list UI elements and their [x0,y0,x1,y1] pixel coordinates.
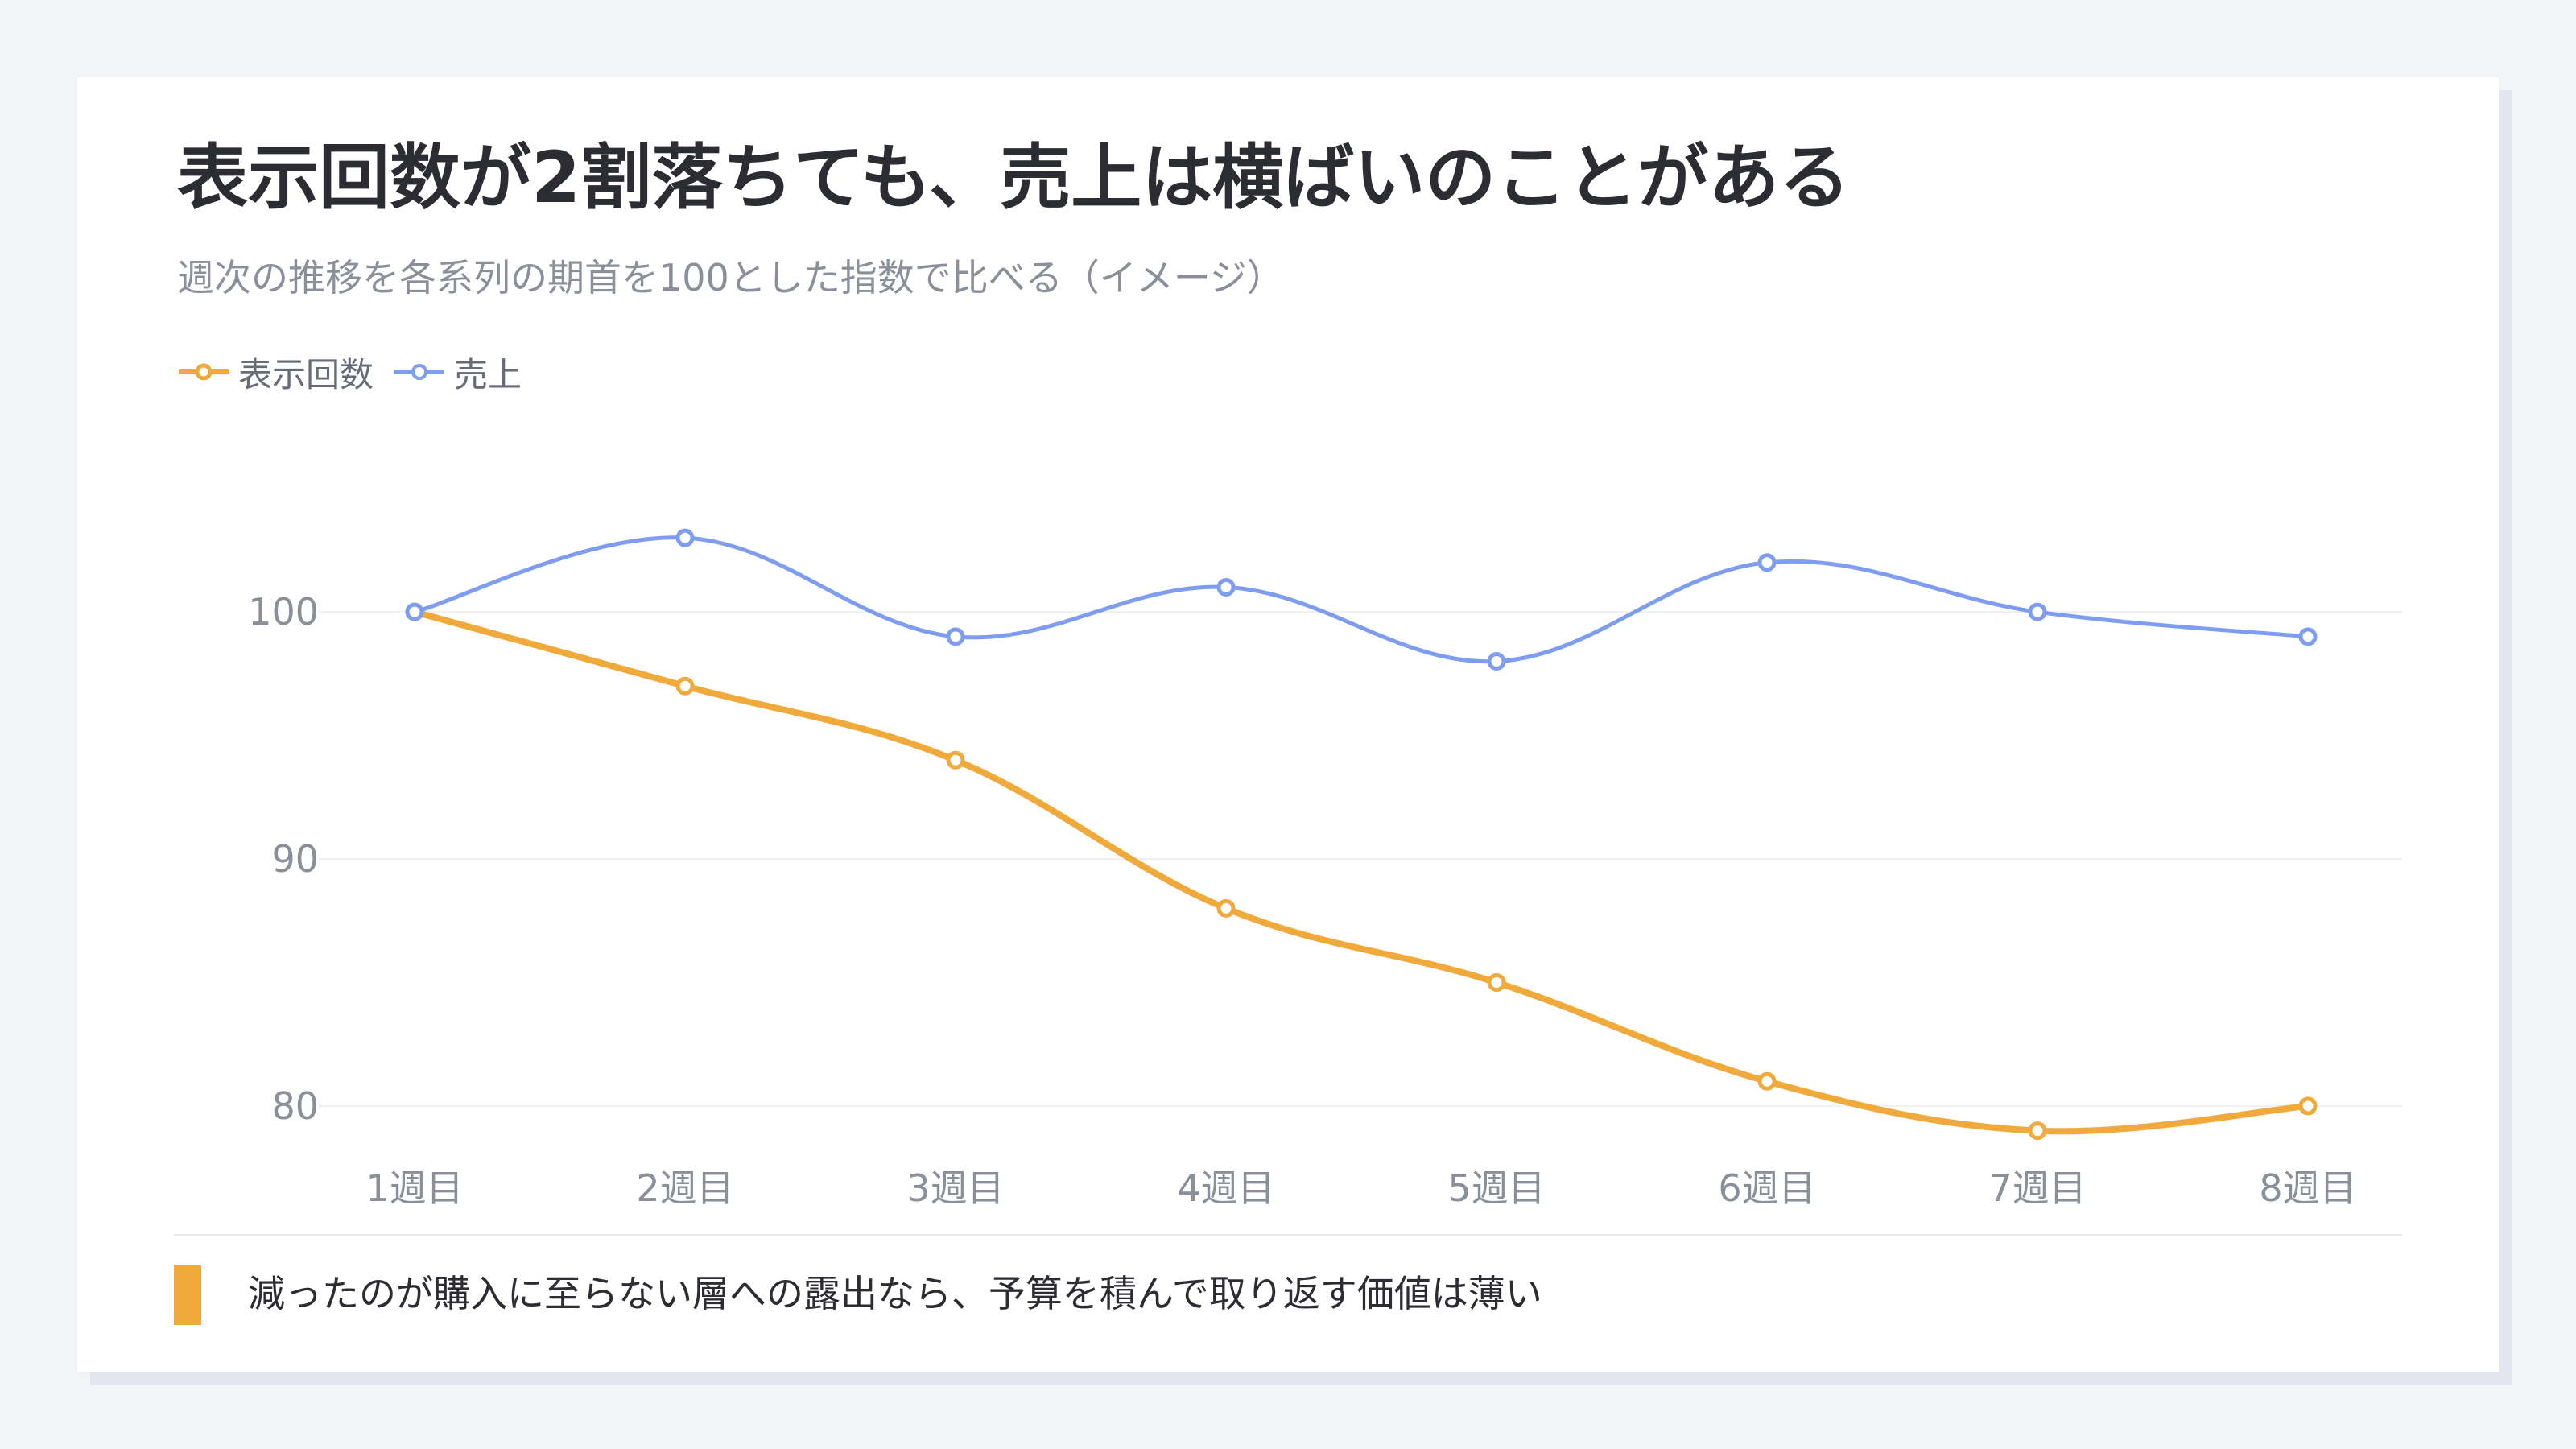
data-point-impressions-4 [1216,898,1236,918]
chart-subtitle: 週次の推移を各系列の期首を100とした指数で比べる（イメージ） [177,256,1284,299]
x-tick-label-1: 1週目 [365,1166,463,1210]
chart-title: 表示回数が2割落ちても、売上は横ばいのことがある [177,136,1851,219]
legend-label-sales: 売上 [454,354,522,394]
data-point-impressions-6 [1757,1071,1777,1091]
data-point-sales-7 [2028,602,2047,621]
data-point-sales-1 [405,602,424,621]
data-point-impressions-8 [2298,1096,2318,1116]
legend-item-impressions[interactable]: 表示回数 [177,348,374,397]
series-line-sales [412,535,2310,664]
data-point-impressions-7 [2028,1121,2047,1141]
data-point-impressions-2 [675,676,695,696]
legend-item-sales[interactable]: 売上 [393,348,522,397]
data-point-sales-2 [675,528,695,547]
data-point-sales-3 [946,627,965,646]
footer-divider [174,1234,2402,1236]
legend-line-icon-sales [394,364,445,380]
x-tick-label-8: 8週目 [2259,1166,2356,1210]
data-point-sales-5 [1487,652,1506,671]
data-point-sales-4 [1216,577,1236,597]
x-tick-label-5: 5週目 [1447,1166,1545,1210]
x-tick-label-2: 2週目 [636,1166,733,1210]
x-tick-label-4: 4週目 [1177,1166,1274,1210]
data-point-impressions-5 [1487,972,1506,992]
data-point-sales-8 [2298,627,2318,646]
chart-legend: 表示回数 売上 [177,348,541,396]
line-chart: 80 90 100 1週目 2週目 3週目 4週目 5週目 6週目 7週目 8週目 [248,528,2402,1210]
chart-card: 表示回数が2割落ちても、売上は横ばいのことがある 週次の推移を各系列の期首を10… [77,77,2499,1372]
x-tick-label-6: 6週目 [1718,1166,1815,1210]
y-tick-label-100: 100 [248,590,319,634]
series-line-impressions [411,609,2311,1135]
footer-accent-marker [174,1265,201,1325]
x-tick-label-3: 3週目 [906,1166,1004,1210]
y-tick-label-80: 80 [271,1084,319,1128]
footer-note: 減ったのが購入に至らない層への露出なら、予算を積んで取り返す価値は薄い [248,1272,1542,1315]
legend-label-impressions: 表示回数 [238,354,374,394]
legend-line-icon-impressions [179,363,229,381]
x-tick-label-7: 7週目 [1988,1166,2086,1210]
y-tick-label-90: 90 [271,837,319,881]
data-point-impressions-3 [946,750,965,770]
data-point-sales-6 [1757,553,1777,572]
